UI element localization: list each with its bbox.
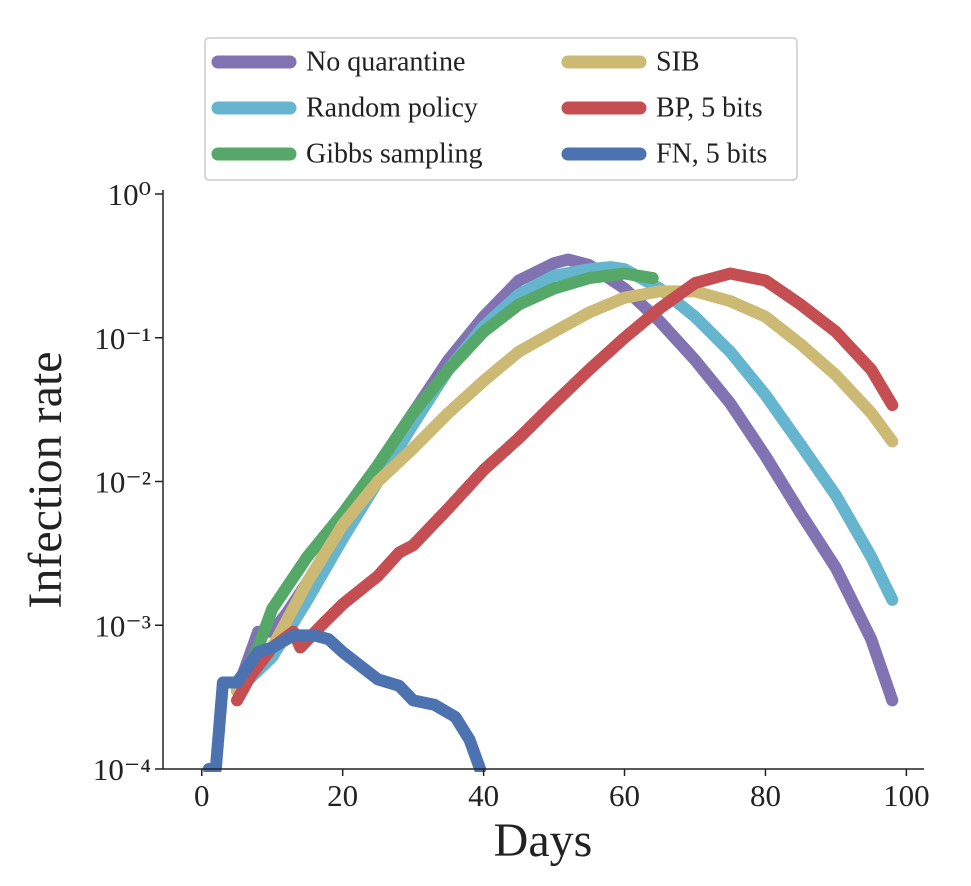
x-tick-label: 0	[194, 778, 210, 813]
legend-label: Random policy	[306, 92, 478, 123]
legend-label: Gibbs sampling	[306, 138, 483, 169]
y-axis-label: Infection rate	[19, 351, 72, 608]
y-tick-label: 10⁰	[108, 177, 151, 212]
series-line	[202, 629, 487, 772]
legend-label: No quarantine	[306, 46, 465, 77]
x-tick-label: 40	[468, 778, 499, 813]
y-tick-label: 10⁻¹	[94, 321, 151, 356]
y-tick-label: 10⁻³	[94, 608, 151, 643]
x-tick-label: 60	[609, 778, 640, 813]
x-tick-label: 100	[883, 778, 930, 813]
legend-label: SIB	[656, 46, 700, 77]
legend-label: BP, 5 bits	[656, 92, 763, 123]
series-line	[231, 285, 899, 697]
series-line	[231, 267, 659, 697]
y-tick-label: 10⁻⁴	[93, 752, 151, 787]
x-axis-label: Days	[494, 814, 593, 867]
y-tick-label: 10⁻²	[94, 465, 151, 500]
legend-label: FN, 5 bits	[656, 138, 767, 169]
legend	[204, 37, 798, 181]
series-line	[231, 267, 899, 707]
x-tick-label: 80	[750, 778, 781, 813]
plot-area	[202, 253, 899, 772]
x-tick-label: 20	[327, 778, 358, 813]
